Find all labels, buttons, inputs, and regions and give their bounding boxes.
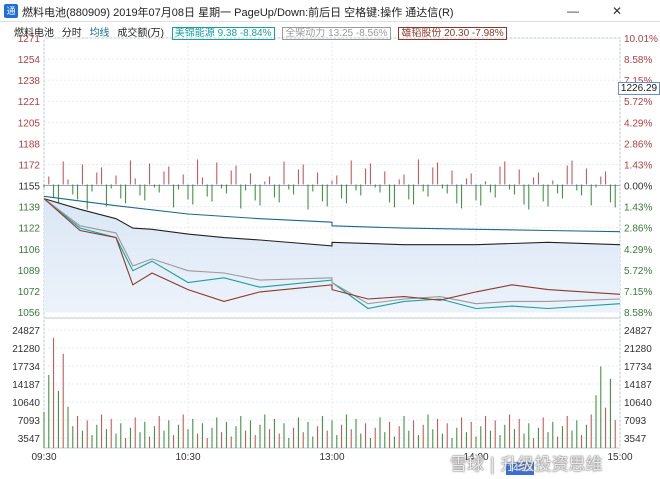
price-area bbox=[44, 198, 620, 312]
right-pct-tick: 2.86% bbox=[624, 224, 652, 235]
intraday-chart[interactable]: 1271 10.01% 1254 8.58% 1238 7.15% 1221 5.72% 120… bbox=[0, 22, 660, 479]
right-pct-tick: 1.43% bbox=[624, 203, 652, 214]
left-price-tick: 1106 bbox=[18, 245, 40, 256]
time-tick: 14:00 bbox=[463, 452, 488, 463]
left-price-tick: 1205 bbox=[18, 118, 41, 129]
chart-svg[interactable]: 1271 10.01% 1254 8.58% 1238 7.15% 1221 5.72% 120… bbox=[0, 22, 660, 479]
right-pct-tick: 2.86% bbox=[624, 139, 652, 150]
series-line-雄韬股份 bbox=[43, 198, 621, 302]
legend-stock-xiongtao-label: 雄韬股份 20.30 -7.98% bbox=[401, 28, 504, 39]
time-tick: 09:30 bbox=[31, 452, 56, 463]
right-volume-tick: 17734 bbox=[624, 362, 652, 373]
right-volume-tick: 24827 bbox=[624, 326, 652, 337]
close-button[interactable]: ✕ bbox=[611, 4, 623, 18]
xueqiu-watermark: 雪球 | 升级投资思维 bbox=[450, 455, 603, 475]
price-lines bbox=[43, 195, 621, 310]
volume-bars bbox=[43, 337, 616, 448]
right-pct-tick: 0.00% bbox=[624, 182, 652, 193]
legend-volume: 成交额(万) bbox=[117, 28, 165, 39]
right-pct-tick: 8.58% bbox=[624, 55, 652, 66]
left-volume-tick: 21280 bbox=[12, 344, 40, 355]
left-price-tick: 1056 bbox=[18, 308, 41, 319]
time-tick: 10:30 bbox=[175, 452, 200, 463]
left-volume-tick: 3547 bbox=[18, 434, 41, 445]
left-price-tick: 1271 bbox=[18, 34, 41, 45]
series-line-分时 bbox=[43, 198, 621, 247]
right-volume-tick: 10640 bbox=[624, 398, 652, 409]
time-cursor-label: 14:23 bbox=[506, 462, 534, 475]
title-bar: 通 燃料电池(880909) 2019年07月08日 星期一 PageUp/Do… bbox=[0, 0, 660, 22]
legend-index-name: 燃料电池 bbox=[14, 28, 54, 39]
legend-stock-quanchai[interactable]: 全柴动力 13.25 -8.56% bbox=[282, 27, 391, 40]
left-price-tick: 1139 bbox=[18, 203, 40, 214]
right-pct-tick: 7.15% bbox=[624, 287, 652, 298]
legend-fenshi[interactable]: 分时 bbox=[61, 28, 82, 39]
left-price-tick: 1155 bbox=[18, 182, 40, 193]
app-logo-icon: 通 bbox=[4, 4, 18, 18]
legend-stock-quanchai-label: 全柴动力 13.25 -8.56% bbox=[285, 28, 388, 39]
left-volume-tick: 14187 bbox=[12, 380, 40, 391]
price-area-fill bbox=[44, 198, 620, 312]
left-price-tick: 1188 bbox=[18, 139, 40, 150]
change-bars bbox=[43, 159, 616, 210]
left-volume-tick: 7093 bbox=[18, 416, 41, 427]
window-title: 燃料电池(880909) 2019年07月08日 星期一 PageUp/Down… bbox=[22, 7, 454, 19]
left-volume-tick: 10640 bbox=[12, 398, 40, 409]
time-tick: 15:00 bbox=[607, 452, 632, 463]
right-pct-tick: 5.72% bbox=[624, 266, 652, 277]
legend-junxian[interactable]: 均线 bbox=[89, 28, 110, 39]
right-pct-tick: 7.15% bbox=[624, 76, 652, 87]
left-price-tick: 1221 bbox=[18, 97, 41, 108]
legend-stock-xiongtao[interactable]: 雄韬股份 20.30 -7.98% bbox=[398, 27, 507, 40]
right-volume-tick: 14187 bbox=[624, 380, 652, 391]
right-volume-tick: 3547 bbox=[624, 434, 647, 445]
right-pct-tick: 1.43% bbox=[624, 160, 652, 171]
series-line-全柴动力 bbox=[43, 198, 621, 305]
left-volume-tick: 17734 bbox=[12, 362, 40, 373]
left-price-tick: 1122 bbox=[18, 224, 40, 235]
right-pct-tick: 5.72% bbox=[624, 97, 652, 108]
legend-stock-meijin[interactable]: 美锦能源 9.38 -8.84% bbox=[171, 27, 275, 40]
minimize-button[interactable]: — bbox=[567, 4, 579, 18]
left-price-tick: 1254 bbox=[18, 55, 41, 66]
right-volume-tick: 7093 bbox=[624, 416, 647, 427]
right-volume-tick: 21280 bbox=[624, 344, 652, 355]
axis-ticks: 1271 10.01% 1254 8.58% 1238 7.15% 1221 5.72% 120… bbox=[12, 34, 658, 463]
chart-legend: 燃料电池 分时 均线 成交额(万) 美锦能源 9.38 -8.84% 全柴动力 … bbox=[14, 24, 512, 40]
right-pct-tick: 4.29% bbox=[624, 245, 652, 256]
series-line-均线 bbox=[43, 195, 621, 233]
right-pct-tick: 8.58% bbox=[624, 308, 652, 319]
left-price-tick: 1072 bbox=[18, 287, 41, 298]
legend-stock-meijin-label: 美锦能源 9.38 -8.84% bbox=[174, 28, 272, 39]
time-tick: 13:00 bbox=[319, 452, 344, 463]
right-pct-tick: 10.01% bbox=[624, 34, 658, 45]
left-price-tick: 1089 bbox=[18, 266, 41, 277]
left-volume-tick: 24827 bbox=[12, 326, 40, 337]
left-price-tick: 1238 bbox=[18, 76, 41, 87]
right-pct-tick: 4.29% bbox=[624, 118, 652, 129]
left-price-tick: 1172 bbox=[18, 160, 40, 171]
price-cursor-label: 1226.29 bbox=[618, 82, 660, 95]
